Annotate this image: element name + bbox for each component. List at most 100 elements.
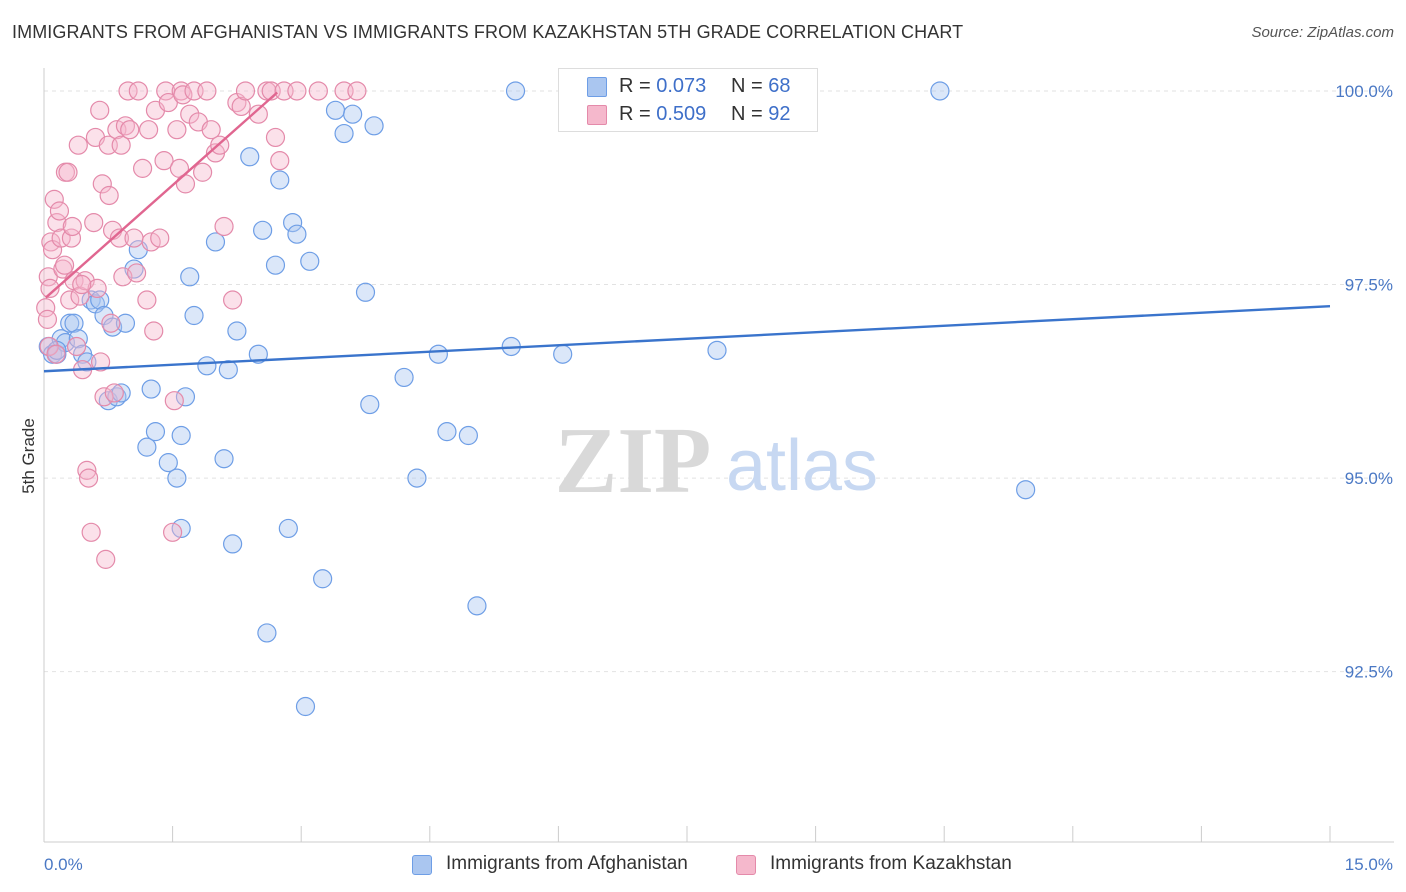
x-tick-labels: 0.0% 15.0% xyxy=(44,855,1393,874)
kazakhstan-point-74 xyxy=(235,81,256,101)
legend-afghanistan-swatch xyxy=(412,855,432,875)
kazakhstan-point-78 xyxy=(265,127,286,148)
kazakhstan-point-24 xyxy=(84,212,104,233)
afghanistan-point-41 xyxy=(287,224,307,244)
kazakhstan-point-46 xyxy=(137,290,157,310)
kazakhstan-n: N = 92 xyxy=(731,103,791,125)
kazakhstan-point-81 xyxy=(287,81,307,101)
kazakhstan-point-61 xyxy=(175,174,196,194)
chart-title: IMMIGRANTS FROM AFGHANISTAN VS IMMIGRANT… xyxy=(12,22,964,42)
series-legend: Immigrants from Afghanistan Immigrants f… xyxy=(0,850,1406,880)
afghanistan-point-62 xyxy=(1016,480,1036,500)
kazakhstan-point-65 xyxy=(193,162,213,182)
y-tick-label-0: 100.0% xyxy=(1335,82,1393,101)
kazakhstan-point-79 xyxy=(270,151,290,171)
kazakhstan-point-47 xyxy=(138,120,159,140)
series-afghanistan-points xyxy=(38,81,1036,717)
afghanistan-point-22 xyxy=(167,468,187,488)
kazakhstan-point-89 xyxy=(72,274,92,295)
kazakhstan-point-55 xyxy=(163,522,183,542)
kazakhstan-point-90 xyxy=(90,352,111,372)
afghanistan-point-46 xyxy=(334,123,354,144)
kazakhstan-point-66 xyxy=(197,81,217,101)
afghanistan-point-29 xyxy=(205,232,226,252)
kazakhstan-n-value: 92 xyxy=(768,103,791,125)
kazakhstan-point-87 xyxy=(54,255,75,275)
series-kazakhstan-points xyxy=(36,81,367,569)
kazakhstan-point-3 xyxy=(39,336,59,357)
kazakhstan-point-23 xyxy=(81,522,101,542)
kazakhstan-point-8 xyxy=(49,201,70,221)
kazakhstan-point-57 xyxy=(167,120,187,140)
afghanistan-point-55 xyxy=(458,425,478,446)
kazakhstan-point-22 xyxy=(78,468,99,488)
kazakhstan-point-27 xyxy=(90,100,110,120)
afghanistan-point-36 xyxy=(257,623,277,643)
x-tick-label-1: 15.0% xyxy=(1345,855,1393,874)
afghanistan-point-19 xyxy=(137,437,157,457)
afghanistan-n: N = 68 xyxy=(731,75,791,97)
afghanistan-point-31 xyxy=(223,534,243,554)
afghanistan-point-49 xyxy=(360,394,380,415)
x-tick-label-0: 0.0% xyxy=(44,855,83,874)
stats-legend: R = 0.073 N = 68 R = 0.509 N = 92 xyxy=(558,68,818,132)
afghanistan-point-35 xyxy=(253,220,273,240)
afghanistan-point-25 xyxy=(175,387,196,407)
kazakhstan-point-37 xyxy=(111,135,131,155)
kazakhstan-point-30 xyxy=(96,549,116,569)
kazakhstan-swatch xyxy=(587,105,607,125)
grid-lines xyxy=(44,90,1390,673)
afghanistan-point-40 xyxy=(283,212,303,233)
kazakhstan-point-16 xyxy=(66,336,87,357)
legend-afghanistan-label: Immigrants from Afghanistan xyxy=(446,853,688,874)
kazakhstan-point-85 xyxy=(40,278,60,299)
afghanistan-point-44 xyxy=(313,569,333,589)
kazakhstan-point-42 xyxy=(124,228,144,248)
kazakhstan-r-value: 0.509 xyxy=(656,103,707,125)
afghanistan-point-34 xyxy=(248,344,268,364)
kazakhstan-point-76 xyxy=(257,81,277,101)
kazakhstan-point-26 xyxy=(87,278,107,299)
afghanistan-point-26 xyxy=(180,267,200,287)
kazakhstan-point-9 xyxy=(51,228,71,248)
afghanistan-point-67 xyxy=(115,313,136,333)
afghanistan-point-6 xyxy=(64,313,84,333)
kazakhstan-point-70 xyxy=(214,216,234,237)
y-tick-label-1: 97.5% xyxy=(1345,276,1393,295)
kazakhstan-point-91 xyxy=(99,185,119,206)
y-tick-label-3: 92.5% xyxy=(1345,663,1393,682)
kazakhstan-point-67 xyxy=(201,120,221,140)
watermark-zip: ZIP xyxy=(555,409,712,513)
kazakhstan-point-21 xyxy=(77,460,97,480)
afghanistan-point-5 xyxy=(60,313,80,333)
kazakhstan-point-6 xyxy=(44,189,64,209)
afghanistan-point-37 xyxy=(265,255,286,275)
afghanistan-point-53 xyxy=(428,344,448,364)
afghanistan-point-56 xyxy=(467,596,487,616)
chart-source: Source: ZipAtlas.com xyxy=(1251,24,1394,41)
legend-kazakhstan-label: Immigrants from Kazakhstan xyxy=(770,853,1012,874)
kazakhstan-point-29 xyxy=(94,387,114,407)
afghanistan-point-38 xyxy=(270,170,290,190)
kazakhstan-point-34 xyxy=(104,383,124,403)
kazakhstan-point-4 xyxy=(41,232,61,252)
y-tick-label-2: 95.0% xyxy=(1345,469,1393,488)
kazakhstan-point-84 xyxy=(347,81,367,101)
afghanistan-point-33 xyxy=(240,147,260,167)
afghanistan-point-30 xyxy=(214,449,234,469)
kazakhstan-point-17 xyxy=(68,135,88,155)
afghanistan-swatch xyxy=(587,77,607,97)
afghanistan-trend-line xyxy=(43,305,1331,373)
kazakhstan-point-12 xyxy=(58,162,78,182)
watermark-atlas: atlas xyxy=(726,426,878,506)
afghanistan-point-61 xyxy=(930,81,950,101)
afghanistan-point-27 xyxy=(184,305,204,326)
kazakhstan-point-13 xyxy=(60,290,80,310)
kazakhstan-point-44 xyxy=(128,81,148,101)
afghanistan-point-47 xyxy=(343,104,363,124)
afghanistan-point-11 xyxy=(90,290,110,310)
afghanistan-point-42 xyxy=(300,251,320,271)
kazakhstan-point-43 xyxy=(126,263,147,283)
kazakhstan-point-52 xyxy=(154,151,174,171)
kazakhstan-r: R = 0.509 xyxy=(619,103,707,125)
